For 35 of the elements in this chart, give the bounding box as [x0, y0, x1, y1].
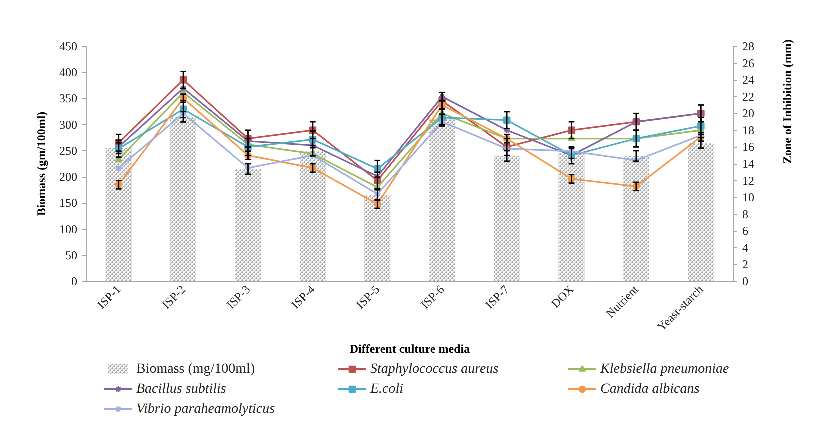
y2-tick-label: 4 [742, 240, 748, 255]
y2-tick-label: 8 [742, 207, 748, 222]
y2-tick-label: 18 [742, 123, 754, 138]
y2-tick-label: 14 [742, 157, 754, 171]
y-tick-label: 300 [60, 118, 78, 132]
y2-tick-label: 26 [742, 56, 754, 70]
y2-tick-label: 28 [742, 40, 754, 54]
legend-label: E.coli [370, 382, 404, 397]
y-tick-label: 350 [60, 92, 78, 106]
legend-label: Vibrio paraheamolyticus [136, 402, 276, 417]
y2-tick-label: 24 [742, 73, 754, 88]
y-tick-label: 150 [60, 196, 78, 210]
y2-tick-label: 12 [742, 174, 754, 188]
y2-axis-title: Zone of Inhibition (mm) [780, 40, 794, 164]
legend-label: Bacillus subtilis [136, 382, 227, 397]
legend-label: Klebsiella pneumoniae [600, 362, 730, 377]
legend-label: Candida albicans [600, 382, 700, 397]
legend-label: Staphylococcus aureus [370, 362, 500, 377]
y-axis-title: Biomass (gm/100ml) [34, 112, 48, 216]
y-tick-label: 400 [60, 66, 78, 80]
y-tick-label: 50 [66, 248, 78, 262]
y2-tick-label: 6 [742, 224, 748, 238]
y2-tick-label: 0 [742, 274, 748, 288]
legend-label: Biomass (mg/100ml) [136, 362, 256, 377]
y-tick-label: 100 [60, 222, 78, 236]
y2-tick-label: 22 [742, 90, 754, 104]
y-tick-label: 0 [72, 274, 78, 288]
x-axis-title: Different culture media [350, 342, 470, 356]
y-tick-label: 250 [60, 144, 78, 158]
y2-tick-label: 20 [742, 106, 754, 121]
y-tick-label: 200 [60, 170, 78, 184]
y2-tick-label: 16 [742, 140, 754, 154]
y2-tick-label: 10 [742, 190, 754, 205]
y-tick-label: 450 [60, 40, 78, 54]
y2-tick-label: 2 [742, 258, 748, 272]
